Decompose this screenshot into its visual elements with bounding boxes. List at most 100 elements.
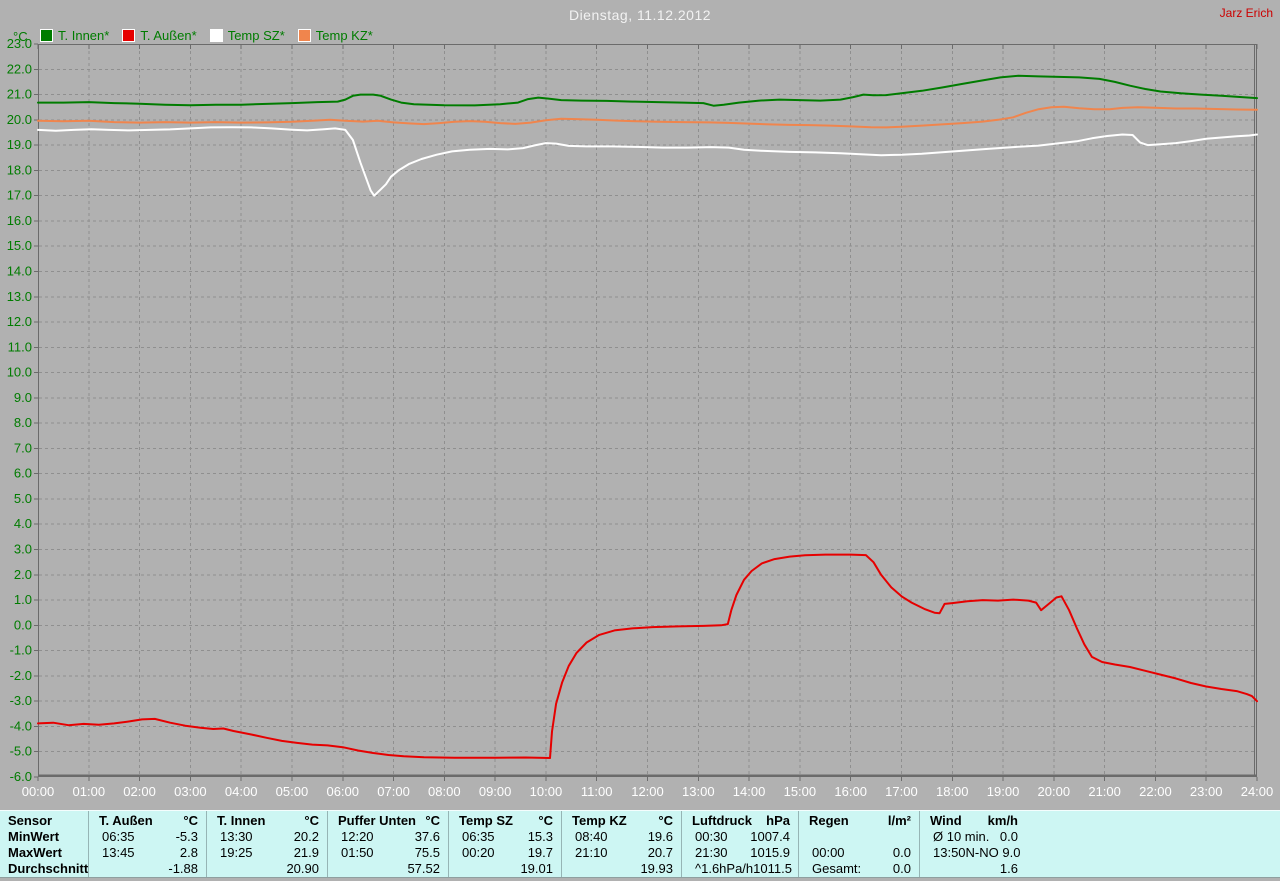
legend-label: Temp SZ* <box>227 28 285 43</box>
table-cell-row: 08:40 19.6 <box>562 829 681 845</box>
cell-value: 19.01 <box>520 861 553 876</box>
column-header: Temp SZ <box>459 813 513 828</box>
cell-time: 06:35 <box>462 829 495 844</box>
cell-time <box>328 861 341 877</box>
cell-time: 01:50 <box>341 845 374 860</box>
legend-label: T. Außen* <box>140 28 197 43</box>
column-header: Luftdruck <box>692 813 752 828</box>
x-tick-label: 15:00 <box>784 784 817 799</box>
table-column-puffer-unten: Puffer Unten °C 12:20 37.6 01:50 75.5 57.52 <box>327 811 448 877</box>
x-tick-label: 05:00 <box>276 784 309 799</box>
legend-item-temp-sz: Temp SZ* <box>209 28 285 43</box>
legend-item-t-innen: T. Innen* <box>40 28 109 43</box>
y-tick-label: 17.0 <box>7 188 32 203</box>
series-temp-kz-line <box>37 105 1258 129</box>
column-unit: °C <box>658 813 673 828</box>
legend-item-temp-kz: Temp KZ* <box>297 28 373 43</box>
cell-value: 15.3 <box>527 829 553 844</box>
cell-time: 21:30 <box>695 845 728 860</box>
cell-value: 1.6 <box>999 861 1018 876</box>
cell-time: 08:40 <box>575 829 608 844</box>
x-tick-label: 24:00 <box>1241 784 1274 799</box>
legend-swatch-temp-kz <box>297 29 311 42</box>
row-label: Durchschnitt <box>8 861 88 876</box>
cell-value: -1.88 <box>168 861 198 876</box>
x-tick-label: 02:00 <box>123 784 156 799</box>
column-header: Temp KZ <box>572 813 627 828</box>
x-tick-label: 03:00 <box>174 784 207 799</box>
series-t-innen-line <box>37 74 1258 107</box>
cell-value: N-NO 9.0 <box>965 845 1021 860</box>
table-row-labels: Sensor MinWert MaxWert Durchschnitt <box>0 811 88 877</box>
cell-time: 00:00 <box>812 845 845 860</box>
x-tick-label: 09:00 <box>479 784 512 799</box>
table-cell-row: 06:35 -5.3 <box>89 829 206 845</box>
y-tick-label: 0.0 <box>14 617 32 632</box>
column-header: Wind <box>930 813 962 828</box>
column-unit: °C <box>183 813 198 828</box>
column-header: Regen <box>809 813 849 828</box>
y-tick-label: -4.0 <box>10 718 32 733</box>
x-tick-label: 23:00 <box>1190 784 1223 799</box>
column-header: Puffer Unten <box>338 813 416 828</box>
x-tick-label: 06:00 <box>326 784 359 799</box>
cell-time: 00:30 <box>695 829 728 844</box>
table-cell-row: 01:50 75.5 <box>328 845 448 861</box>
cell-value: 21.9 <box>293 845 319 860</box>
cell-value: 57.52 <box>407 861 440 876</box>
cell-time: 00:20 <box>462 845 495 860</box>
y-tick-label: 10.0 <box>7 365 32 380</box>
table-cell-row: 12:20 37.6 <box>328 829 448 845</box>
table-cell-row: 13:50 N-NO 9.0 <box>920 845 1026 861</box>
table-cell-row: 13:30 20.2 <box>207 829 327 845</box>
column-unit: °C <box>425 813 440 828</box>
y-axis-labels: 23.0 22.0 21.0 20.0 19.0 18.0 17.0 16.0 15.0 14.0… <box>7 36 32 784</box>
temperature-chart: 23.0 22.0 21.0 20.0 19.0 18.0 17.0 16.0 15.0 14.0… <box>7 36 1274 799</box>
y-tick-label: 15.0 <box>7 238 32 253</box>
legend-item-t-aussen: T. Außen* <box>122 28 197 43</box>
legend-swatch-t-innen <box>40 29 53 42</box>
y-tick-label: 8.0 <box>14 415 32 430</box>
column-header: T. Außen <box>99 813 153 828</box>
x-tick-label: 19:00 <box>987 784 1020 799</box>
x-tick-label: 14:00 <box>733 784 766 799</box>
cell-value: 0.0 <box>892 861 911 876</box>
table-cell-row: 21:30 1015.9 <box>682 845 798 861</box>
table-cell-row: ^1.6hPa/h 1011.5 <box>682 861 798 877</box>
cell-time <box>799 829 812 845</box>
cell-value: 0.0 <box>892 845 911 860</box>
y-tick-label: 9.0 <box>14 390 32 405</box>
table-cell-row: 21:10 20.7 <box>562 845 681 861</box>
table-cell-row: 19:25 21.9 <box>207 845 327 861</box>
y-tick-label: 21.0 <box>7 87 32 102</box>
table-cell-row: 00:30 1007.4 <box>682 829 798 845</box>
x-tick-label: 16:00 <box>834 784 867 799</box>
cell-value: 37.6 <box>414 829 440 844</box>
table-column-wind: Wind km/h Ø 10 min. 0.0 13:50 N-NO 9.0 1.6 <box>919 811 1280 877</box>
x-tick-label: 12:00 <box>631 784 664 799</box>
column-unit: °C <box>538 813 553 828</box>
table-cell-row: -1.88 <box>89 861 206 877</box>
cell-value: 19.6 <box>647 829 673 844</box>
sensor-stats-table: Sensor MinWert MaxWert Durchschnitt T. Außen… <box>0 810 1280 878</box>
x-tick-label: 10:00 <box>530 784 563 799</box>
cell-value: 20.90 <box>286 861 319 876</box>
table-cell-row: 13:45 2.8 <box>89 845 206 861</box>
cell-time <box>449 861 462 877</box>
x-tick-label: 11:00 <box>581 784 613 799</box>
table-cell-row: 57.52 <box>328 861 448 877</box>
row-label: Sensor <box>8 813 53 828</box>
cell-value: 0.0 <box>999 829 1018 844</box>
cell-value: 2.8 <box>179 845 198 860</box>
y-tick-label: 22.0 <box>7 61 32 76</box>
chart-legend: T. Innen* T. Außen* Temp SZ* Temp KZ* <box>40 28 386 43</box>
y-tick-label: 13.0 <box>7 289 32 304</box>
table-column-regen: Regen l/m² 00:00 0.0 Gesamt: 0.0 <box>798 811 919 877</box>
y-tick-label: 5.0 <box>14 491 32 506</box>
cell-time: 13:50 <box>933 845 966 860</box>
cell-time: Gesamt: <box>812 861 862 876</box>
cell-value: 1011.5 <box>753 861 792 876</box>
legend-label: T. Innen* <box>58 28 110 43</box>
y-tick-label: -3.0 <box>10 693 32 708</box>
table-cell-row: 19.93 <box>562 861 681 877</box>
